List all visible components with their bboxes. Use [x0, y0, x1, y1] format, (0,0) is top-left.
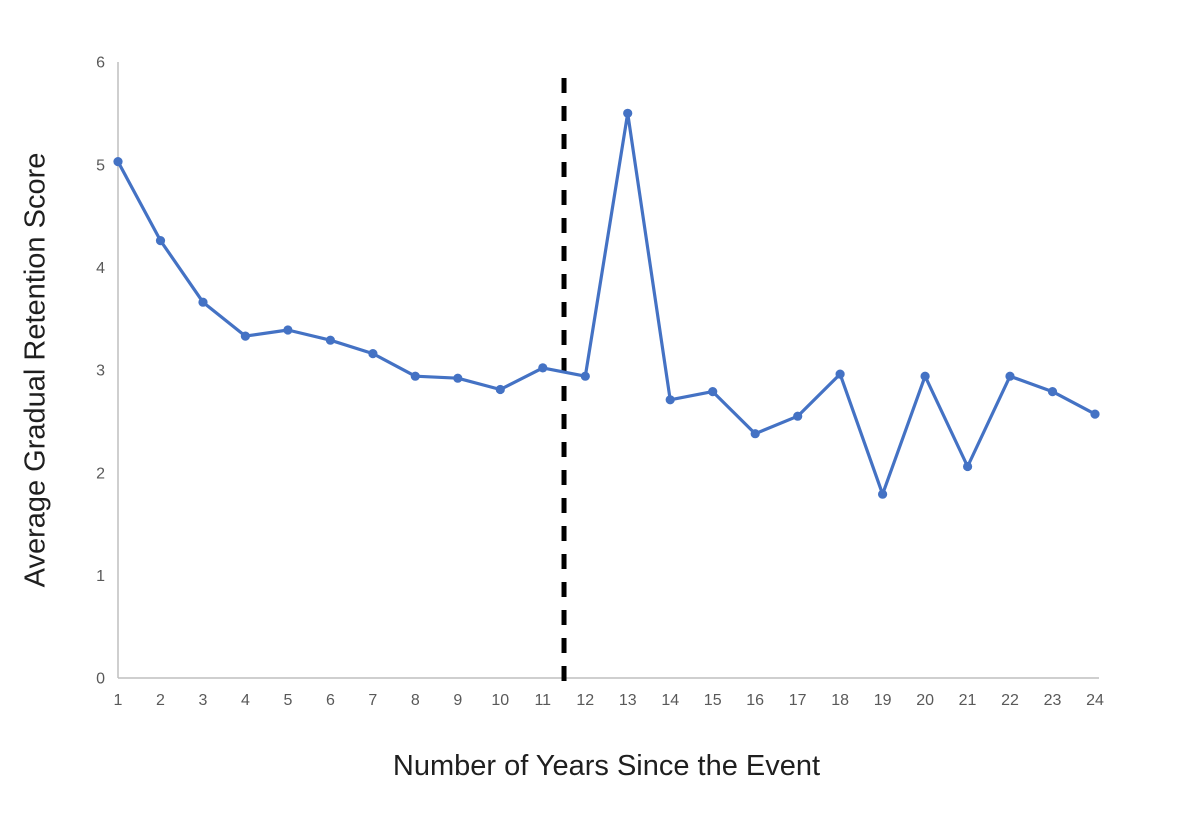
data-point-year-20 [920, 371, 930, 381]
x-axis-title: Number of Years Since the Event [392, 750, 821, 782]
y-axis-title: Average Gradual Retention Score [19, 152, 52, 588]
y-tick-label: 4 [96, 260, 105, 277]
x-tick-label: 16 [746, 692, 764, 709]
data-point-year-24 [1090, 409, 1100, 419]
x-tick-label: 3 [199, 692, 208, 709]
x-tick-label: 15 [704, 692, 722, 709]
data-point-year-21 [963, 461, 973, 472]
x-tick-label: 1 [114, 692, 123, 709]
x-tick-label: 2 [156, 692, 165, 709]
x-tick-label: 13 [619, 692, 637, 709]
x-tick-label: 6 [326, 692, 335, 709]
y-tick-label: 0 [96, 671, 105, 688]
data-point-year-2 [155, 236, 166, 246]
y-tick-label: 5 [96, 157, 105, 174]
x-tick-label: 7 [368, 692, 377, 709]
x-tick-label: 5 [283, 692, 292, 709]
x-tick-label: 17 [789, 692, 807, 709]
data-point-year-12 [580, 371, 590, 381]
y-tick-label: 1 [96, 568, 105, 585]
data-point-year-16 [750, 429, 760, 439]
x-tick-label: 9 [453, 692, 462, 709]
x-tick-label: 18 [831, 692, 849, 709]
x-tick-label: 24 [1086, 692, 1104, 709]
x-tick-label: 19 [874, 692, 892, 709]
y-tick-label: 3 [96, 363, 105, 380]
retention-series-line [116, 111, 1097, 496]
data-point-year-15 [708, 387, 718, 397]
x-tick-label: 10 [491, 692, 509, 709]
data-point-year-22 [1005, 371, 1015, 381]
y-tick-label: 6 [96, 55, 105, 72]
data-point-year-7 [368, 349, 378, 359]
x-tick-label: 8 [411, 692, 420, 709]
data-point-year-14 [665, 395, 675, 405]
data-point-year-23 [1047, 387, 1058, 397]
x-tick-label: 12 [576, 692, 594, 709]
data-point-year-13 [623, 108, 633, 118]
data-point-year-9 [453, 373, 463, 383]
x-tick-label: 23 [1044, 692, 1062, 709]
data-point-year-8 [410, 371, 420, 381]
data-point-year-10 [495, 384, 505, 395]
x-tick-label: 4 [241, 692, 250, 709]
data-point-year-17 [793, 411, 803, 421]
y-tick-label: 2 [96, 465, 105, 482]
data-point-year-4 [240, 331, 250, 341]
data-point-year-19 [878, 489, 888, 499]
x-tick-label: 22 [1001, 692, 1019, 709]
data-point-year-5 [283, 325, 293, 335]
x-tick-label: 21 [959, 692, 977, 709]
x-tick-label: 20 [916, 692, 934, 709]
data-point-year-1 [113, 157, 123, 167]
x-tick-label: 11 [534, 692, 551, 709]
data-point-year-3 [198, 297, 208, 307]
x-tick-label: 14 [661, 692, 679, 709]
data-point-year-11 [538, 363, 548, 373]
data-point-year-6 [325, 335, 335, 345]
data-point-year-18 [835, 369, 845, 379]
